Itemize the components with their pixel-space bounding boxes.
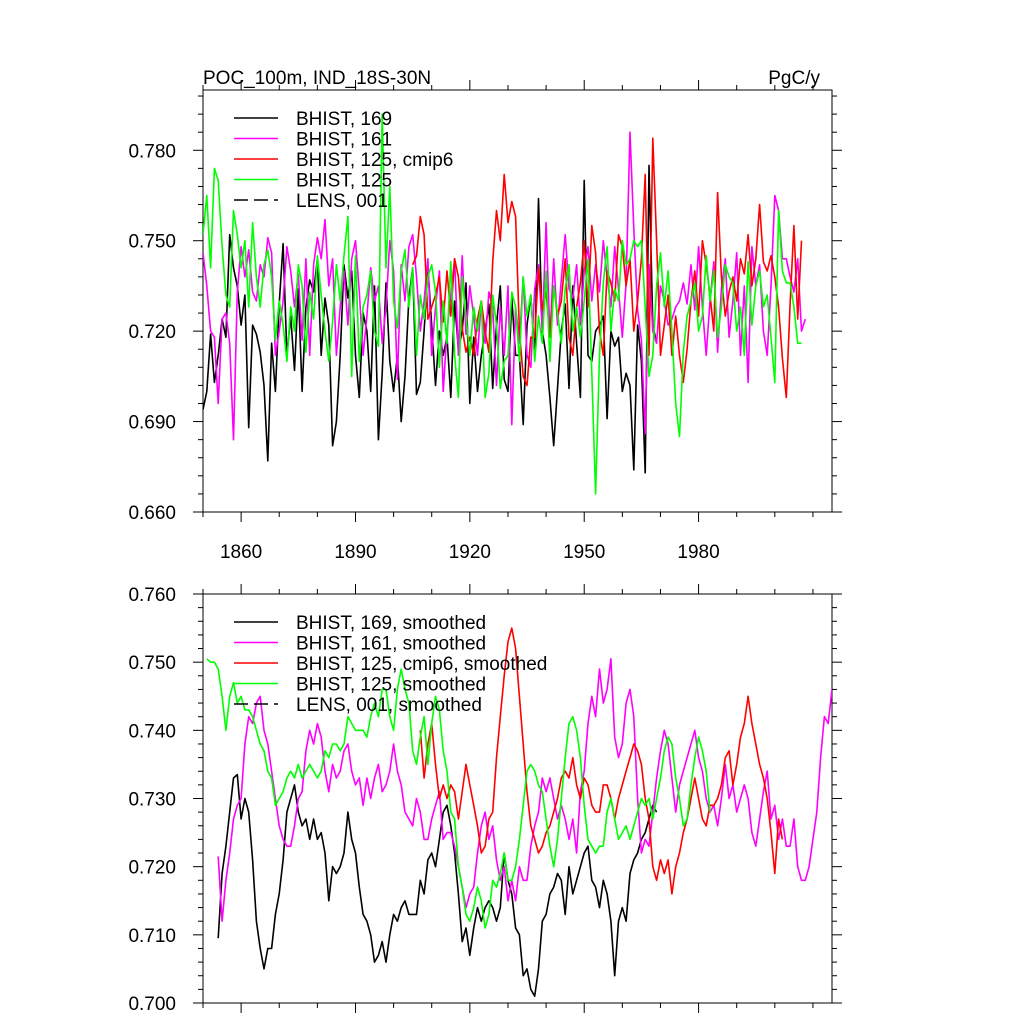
y-tick-label: 0.700 xyxy=(128,994,176,1015)
chart-title: POC_100m, IND_18S-30N xyxy=(203,68,431,89)
legend-label: BHIST, 161, smoothed xyxy=(296,634,486,655)
y-tick-label: 0.780 xyxy=(128,141,176,162)
y-tick-label: 0.720 xyxy=(128,322,176,343)
legend-label: BHIST, 169 xyxy=(296,109,392,130)
series-line-bhist-169-smoothed xyxy=(217,773,658,998)
y-tick-label: 0.710 xyxy=(128,926,176,947)
series-line-bhist-125-cmip6-smoothed xyxy=(419,627,784,895)
series-line-bhist-161-smoothed xyxy=(217,657,832,923)
x-tick-label: 1890 xyxy=(334,542,376,563)
legend-label: BHIST, 125, cmip6 xyxy=(296,150,453,171)
bottom-panel-smoothed: 0.700 0.710 0.720 0.730 0.740 0.750 0.760 BHIST… xyxy=(128,584,842,1015)
x-tick-label: 1950 xyxy=(563,542,605,563)
y-tick-label: 0.750 xyxy=(128,232,176,253)
series-line-bhist-125-smoothed xyxy=(206,658,711,929)
y-tick-label: 0.730 xyxy=(128,790,176,811)
y-tick-label: 0.720 xyxy=(128,858,176,879)
y-tick-label: 0.660 xyxy=(128,503,176,524)
legend-label: LENS, 001 xyxy=(296,191,388,212)
x-tick-label: 1980 xyxy=(677,542,719,563)
y-tick-label: 0.740 xyxy=(128,721,176,742)
legend-label: LENS, 001, smoothed xyxy=(296,695,482,716)
top-panel-raw: 1860 1890 1920 1950 1980 0.660 0.690 0.720 0.750… xyxy=(128,80,842,563)
legend-label: BHIST, 125 xyxy=(296,171,392,192)
legend-label: BHIST, 169, smoothed xyxy=(296,613,486,634)
x-tick-label: 1860 xyxy=(220,542,262,563)
x-tick-label: 1920 xyxy=(449,542,491,563)
series-line-bhist-125-cmip6 xyxy=(411,137,803,399)
y-tick-label: 0.690 xyxy=(128,413,176,434)
plot-frame xyxy=(202,89,833,513)
y-tick-label: 0.760 xyxy=(128,585,176,606)
legend-label: BHIST, 125, cmip6, smoothed xyxy=(296,654,547,675)
series-line-bhist-125 xyxy=(203,113,802,495)
units-label: PgC/y xyxy=(768,68,820,89)
y-tick-label: 0.750 xyxy=(128,653,176,674)
legend-label: BHIST, 125, smoothed xyxy=(296,675,486,696)
legend-label: BHIST, 161 xyxy=(296,130,392,151)
